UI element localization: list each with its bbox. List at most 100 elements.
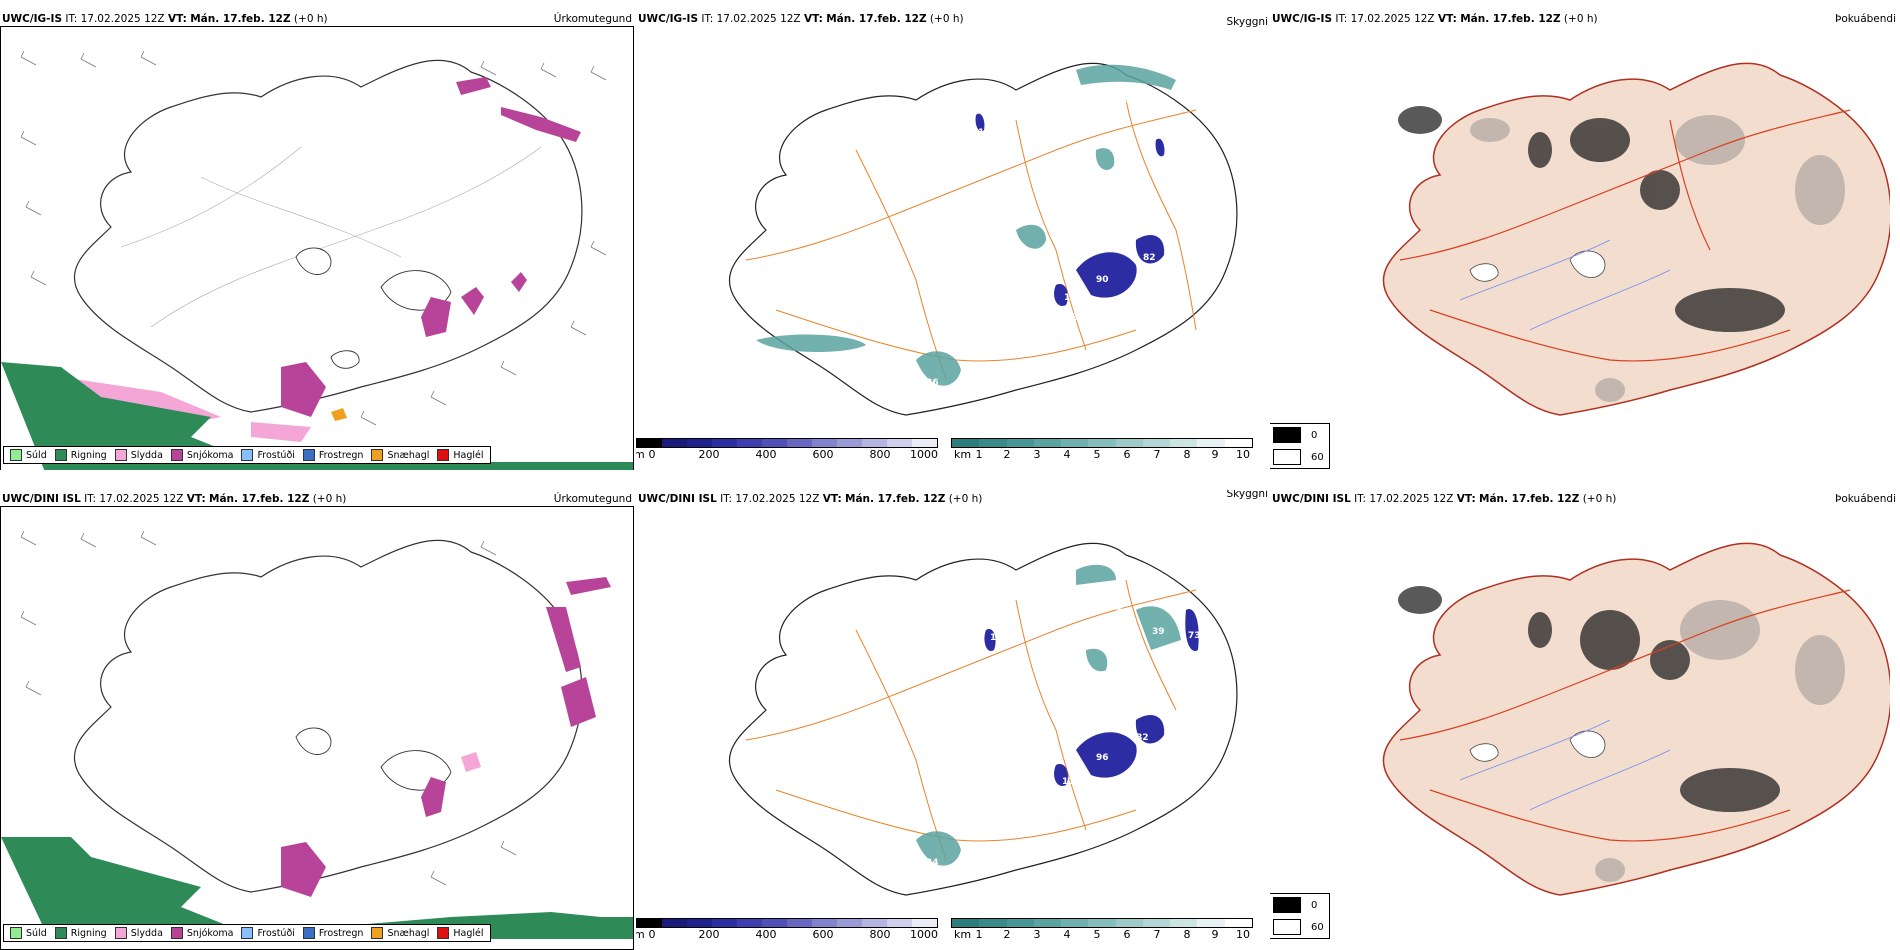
fog-dark (1398, 586, 1780, 812)
visibility-panel-2: UWC/DINI ISL IT: 17.02.2025 12Z VT: Mán.… (636, 490, 1270, 950)
fog-swatch (1273, 427, 1301, 443)
visibility-tick: 9 (1211, 448, 1219, 461)
legend-swatch (371, 927, 384, 939)
snow-areas (281, 577, 611, 897)
legend-item: Súld (10, 449, 47, 461)
vis-label: 11 (1062, 777, 1075, 787)
visibility-unit: km (954, 448, 972, 461)
fog-swatch (1273, 897, 1301, 913)
low-visibility-blue (984, 609, 1199, 786)
vis-label: 29 (1170, 689, 1183, 699)
legend-swatch (54, 927, 67, 939)
iceland-outline (73, 539, 583, 893)
legend-item: Súld (10, 927, 47, 939)
elevation-tick: 200 (698, 448, 720, 461)
fog-white (1469, 250, 1606, 282)
vis-label: 17 (1082, 211, 1095, 221)
fog-map (1382, 542, 1890, 896)
elevation-unit: m (636, 448, 645, 461)
precip-legend: Súld Rigning Slydda Snjókoma Frostúði Fr… (3, 446, 491, 464)
vis-label: 39 (1152, 627, 1165, 637)
legend-swatch (241, 449, 254, 461)
vis-label: 9 (1134, 151, 1140, 161)
iceland-outline (1382, 62, 1890, 416)
visibility-tick: 3 (1033, 928, 1041, 941)
iceland-outline (728, 542, 1238, 896)
legend-item: Snjókoma (170, 449, 233, 461)
elevation-tick: 800 (869, 448, 891, 461)
panel-type-label: Úrkomutegund (553, 493, 632, 505)
visibility-tick: 10 (1236, 448, 1250, 461)
elevation-tick: 400 (755, 928, 777, 941)
legend-item: Rigning (54, 927, 107, 939)
precip-type-panel-2: UWC/DINI ISL IT: 17.02.2025 12Z VT: Mán.… (0, 490, 636, 950)
visibility-panel-1: UWC/IG-IS IT: 17.02.2025 12Z VT: Mán. 17… (636, 10, 1270, 470)
vis-label: 57 (1060, 633, 1073, 643)
fog-grey (1595, 600, 1845, 882)
visibility-labels: 93 74 15 39 73 57 92 11 29 82 96 11 15 2… (926, 593, 1201, 868)
elevation-tick: 200 (698, 928, 720, 941)
vis-label: 74 (1116, 608, 1129, 618)
fog-legend-item: 0 (1270, 894, 1329, 916)
legend-swatch (10, 927, 22, 939)
iceland-outline (728, 62, 1238, 416)
legend-item: Frostúði (241, 449, 295, 461)
fog-legend: 0 60 (1270, 893, 1330, 939)
visibility-labels: 79 13 9 6 17 82 90 12 13 26 (926, 95, 1156, 388)
vis-label: 82 (1143, 253, 1156, 263)
legend-swatch (10, 449, 22, 461)
elevation-tick: 0 (648, 448, 656, 461)
snow-pellet-area (331, 408, 347, 421)
vis-label: 90 (1096, 275, 1109, 285)
visibility-tick: 8 (1183, 448, 1191, 461)
vis-label: 13 (978, 128, 991, 138)
visibility-tick: 4 (1063, 448, 1071, 461)
visibility-tick: 7 (1153, 448, 1161, 461)
legend-swatch (54, 449, 67, 461)
panel-type-label: Þokuábendi (1835, 493, 1896, 505)
map-frame (0, 26, 634, 470)
fog-grey (1470, 115, 1845, 402)
roads (120, 146, 542, 328)
legend-swatch (114, 449, 127, 461)
visibility-tick: 3 (1033, 448, 1041, 461)
visibility-tick: 2 (1003, 448, 1011, 461)
elevation-tick: 600 (812, 448, 834, 461)
visibility-tick: 5 (1093, 928, 1101, 941)
elevation-unit: m (636, 928, 645, 941)
legend-swatch (302, 927, 315, 939)
vis-label: 13 (1066, 313, 1079, 323)
visibility-tick: 5 (1093, 448, 1101, 461)
panel-title: UWC/DINI ISL IT: 17.02.2025 12Z VT: Mán.… (1272, 493, 1617, 505)
elevation-bar (636, 438, 938, 448)
low-visibility-blue (975, 113, 1165, 306)
visibility-tick: 8 (1183, 928, 1191, 941)
vis-label: 79 (1118, 95, 1131, 105)
vis-label: 12 (1064, 293, 1077, 303)
elevation-colorbar: m 0 200 400 600 800 1000 (636, 918, 938, 942)
elevation-tick: 400 (755, 448, 777, 461)
fog-legend-item: 60 (1270, 446, 1329, 468)
elevation-tick: 1000 (910, 928, 938, 941)
visibility-tick: 10 (1236, 928, 1250, 941)
rain-area (1, 362, 633, 470)
elevation-tick: 1000 (910, 448, 938, 461)
fog-legend: 0 60 (1270, 423, 1330, 469)
vis-label: 15 (1062, 793, 1075, 803)
precip-legend: Súld Rigning Slydda Snjókoma Frostúði Fr… (3, 924, 491, 942)
panel-type-label: Þokuábendi (1835, 13, 1896, 25)
vis-label: 24 (926, 858, 939, 868)
roads-fog (1399, 589, 1851, 842)
legend-swatch (170, 927, 183, 939)
panel-title: UWC/DINI ISL IT: 17.02.2025 12Z VT: Mán.… (2, 493, 347, 505)
visibility-tick: 1 (975, 448, 983, 461)
legend-swatch (371, 449, 384, 461)
elevation-tick: 600 (812, 928, 834, 941)
elevation-tick: 800 (869, 928, 891, 941)
panel-type-label: Skyggni (1226, 16, 1269, 28)
legend-item: Snæhagl (371, 927, 429, 939)
rivers (1459, 239, 1671, 331)
roads (745, 99, 1197, 381)
vis-label: 92 (1066, 651, 1079, 661)
legend-swatch (170, 449, 183, 461)
